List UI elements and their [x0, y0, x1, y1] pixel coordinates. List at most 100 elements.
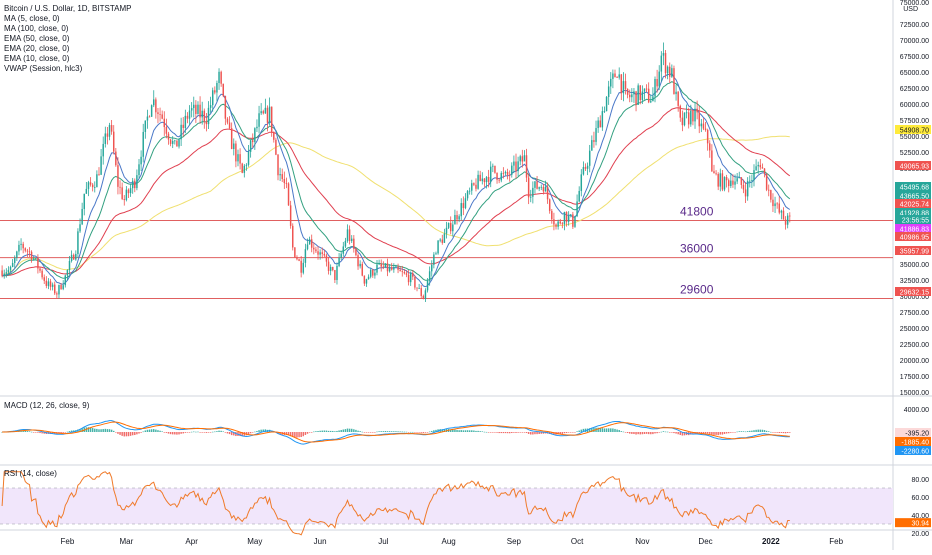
candle	[669, 62, 671, 84]
legend-indicator-ma5[interactable]: MA (5, close, 0)	[4, 14, 60, 23]
macd-histogram-bar	[201, 432, 203, 433]
macd-histogram-bar	[216, 431, 218, 432]
macd-histogram-bar	[692, 432, 694, 435]
candle-body	[536, 181, 538, 189]
candle-body	[641, 91, 644, 100]
price-tick-top: 75000.00	[900, 0, 929, 7]
candle-body	[346, 229, 349, 241]
candle	[618, 67, 620, 80]
macd-histogram-bar	[98, 429, 100, 432]
candle-body	[211, 90, 214, 106]
candle	[635, 90, 637, 112]
candle	[645, 84, 648, 93]
macd-histogram-bar	[669, 432, 671, 433]
candle	[706, 128, 709, 151]
candle-body	[37, 258, 39, 269]
candle	[182, 117, 184, 137]
candle	[58, 284, 60, 299]
macd-histogram-bar	[117, 432, 119, 434]
macd-histogram-bar	[527, 432, 530, 434]
macd-histogram-bar	[171, 432, 174, 435]
candle-body	[123, 199, 125, 201]
macd-histogram-bar	[332, 430, 334, 432]
macd-histogram-bar	[188, 432, 191, 433]
macd-histogram-bar	[502, 432, 505, 434]
macd-histogram-bar	[416, 432, 418, 433]
candle-body	[765, 173, 768, 190]
candle	[117, 157, 119, 195]
candle	[123, 195, 125, 206]
macd-histogram-bar	[376, 431, 378, 433]
macd-histogram-bar	[449, 429, 452, 432]
candle	[72, 253, 75, 260]
candle-body	[338, 257, 340, 266]
price-tick-label: 22500.00	[900, 342, 929, 349]
candle	[178, 138, 180, 149]
macd-histogram-bar	[176, 432, 178, 435]
candle-body	[363, 275, 366, 284]
candle-body	[119, 186, 121, 188]
candle	[530, 189, 532, 203]
macd-histogram-bar	[414, 432, 416, 433]
macd-histogram-bar	[108, 429, 111, 432]
candle-body	[700, 123, 703, 127]
candle	[233, 138, 235, 156]
candle	[576, 194, 578, 218]
candle-body	[112, 131, 115, 152]
macd-histogram-bar	[407, 432, 410, 433]
candle-body	[161, 114, 163, 119]
legend-indicator-vwap[interactable]: VWAP (Session, hlc3)	[4, 64, 83, 73]
candle-body	[3, 273, 5, 276]
candle	[538, 186, 540, 192]
candle-body	[329, 266, 332, 271]
legend-indicator-ma100[interactable]: MA (100, close, 0)	[4, 24, 69, 33]
price-badge-label: 45495.68	[900, 185, 929, 192]
candle	[468, 187, 471, 195]
candle	[249, 139, 252, 158]
candle-body	[559, 221, 561, 224]
macd-histogram-bar	[190, 431, 193, 433]
candle-body	[544, 186, 547, 192]
legend-indicator-ema10[interactable]: EMA (10, close, 0)	[4, 54, 70, 63]
candle	[513, 155, 515, 174]
candle-body	[224, 95, 227, 119]
macd-histogram-bar	[753, 430, 755, 432]
candle	[277, 153, 279, 181]
macd-histogram-bar	[477, 430, 479, 432]
macd-histogram-bar	[178, 432, 180, 435]
legend-indicator-ema20[interactable]: EMA (20, close, 0)	[4, 44, 70, 53]
candle	[134, 178, 136, 193]
macd-histogram-bar	[702, 432, 705, 434]
macd-title[interactable]: MACD (12, 26, close, 9)	[4, 401, 90, 410]
macd-histogram-bar	[452, 429, 454, 432]
candle	[108, 122, 111, 141]
macd-histogram-bar	[620, 431, 623, 432]
candle-body	[643, 88, 646, 92]
candle	[388, 264, 391, 273]
candle	[26, 248, 29, 257]
candle	[163, 111, 166, 136]
candle-body	[593, 140, 595, 142]
candle-body	[96, 174, 98, 188]
candle	[201, 101, 203, 125]
candle-body	[310, 239, 313, 248]
rsi-title[interactable]: RSI (14, close)	[4, 469, 57, 478]
candle	[772, 193, 774, 212]
candle	[125, 186, 128, 202]
macd-histogram-bar	[258, 430, 260, 432]
candle-body	[262, 111, 265, 114]
candle-body	[523, 155, 526, 162]
candle-body	[169, 139, 172, 144]
candle-body	[20, 243, 22, 245]
candle	[473, 182, 475, 187]
legend-indicator-ema50[interactable]: EMA (50, close, 0)	[4, 34, 70, 43]
macd-histogram-bar	[292, 432, 294, 438]
candle	[254, 127, 256, 150]
candle-body	[174, 140, 176, 142]
candle	[588, 144, 591, 173]
candle	[56, 291, 58, 299]
candle-body	[317, 251, 319, 255]
candle	[115, 148, 117, 167]
candle-body	[275, 139, 277, 155]
candle-body	[197, 104, 199, 114]
